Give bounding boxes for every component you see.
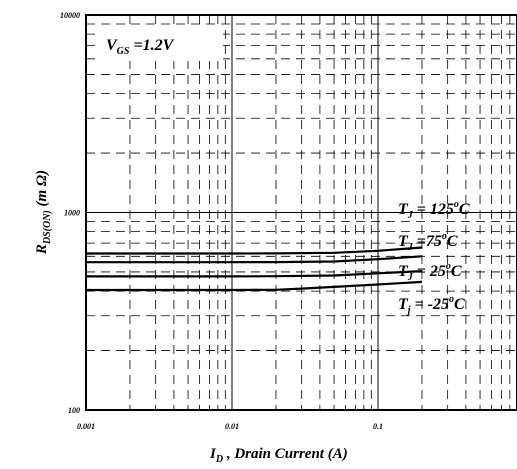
series-label-part: o [446,261,451,272]
vgs-annotation: VGS =1.2V [106,37,175,57]
x-axis-label-rest: , Drain Current (A) [223,446,348,462]
series-line-0 [86,246,423,255]
y-axis-label: RDS(ON) (m Ω) [34,170,53,255]
series-label-part: o [449,294,454,305]
series-label-part: J [407,272,414,283]
series-label-part: T [398,296,409,313]
grid-lines [86,15,517,410]
plot-frame [85,14,517,411]
series-label-part: T [398,263,409,280]
series-label-1: TJ =75oC [398,231,458,253]
series-label-part: T [398,201,409,218]
vgs-rest: =1.2V [129,37,174,54]
x-axis-label-sub: D [215,454,223,465]
x-tick-label: 0.01 [225,422,239,431]
series-label-part: J [407,242,414,253]
y-tick-label: 10000 [60,11,80,20]
series-line-2 [86,270,423,278]
y-axis-label-sub: DS(ON) [42,210,53,245]
series-line-3 [86,280,423,292]
x-tick-label: 0.1 [373,422,383,431]
series-label-part: T [398,233,409,250]
y-axis-label-rest: (m Ω) [34,170,50,210]
y-tick-label: 100 [68,406,80,415]
y-axis-label-main: R [34,244,50,255]
series-label-part: j [406,305,411,316]
series-label-part: J [407,210,414,221]
series-label-0: TJ = 125oC [398,199,470,221]
series-label-part: = -25 [411,296,449,313]
data-curves [86,246,423,292]
series-label-part: C [459,201,470,218]
series-label-part: C [451,263,462,280]
series-label-part: o [442,231,447,242]
x-tick-label: 0.001 [77,422,95,431]
x-axis-label-main: I [209,446,217,462]
series-label-2: TJ = 25oC [398,261,462,283]
series-label-part: = 125 [413,201,454,218]
vgs-sub: GS [117,46,130,57]
vgs-main: V [106,37,118,54]
series-label-part: C [447,233,458,250]
series-line-1 [86,255,423,264]
series-label-part: = 25 [413,263,446,280]
vgs-annotation-box: VGS =1.2V [101,28,223,61]
y-tick-label: 1000 [64,209,80,218]
series-label-part: C [454,296,465,313]
series-label-part: =75 [413,233,442,250]
x-axis-label: ID , Drain Current (A) [209,446,348,465]
series-label-3: Tj = -25oC [398,294,465,316]
series-label-part: o [454,199,459,210]
tick-labels: 0.001 0.01 0.1 100 1000 10000 [60,11,383,431]
